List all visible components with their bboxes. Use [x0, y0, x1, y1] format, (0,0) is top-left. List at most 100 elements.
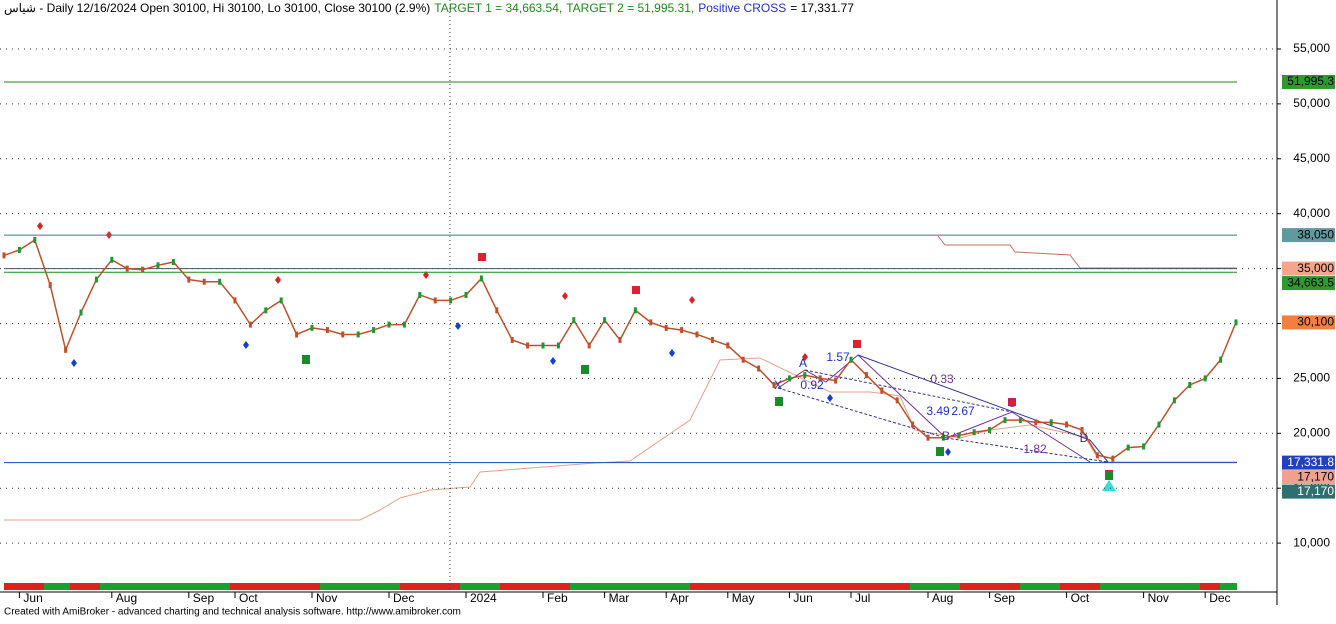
annotation: 3.49	[926, 404, 950, 418]
price-bar	[171, 259, 175, 266]
price-bar	[680, 327, 684, 334]
annotation: D	[1080, 431, 1089, 445]
price-bar	[1034, 419, 1038, 426]
price-bar	[603, 317, 607, 324]
price-bar	[757, 365, 761, 372]
price-bar	[649, 319, 653, 326]
price-bar	[48, 282, 52, 289]
price-bar	[787, 375, 791, 382]
price-bar	[633, 307, 637, 314]
price-bar	[803, 372, 807, 379]
price-bar	[79, 309, 83, 316]
level-box	[1282, 315, 1335, 330]
price-bar	[1065, 421, 1069, 428]
price-bar	[695, 331, 699, 338]
annotation: A	[799, 356, 807, 370]
price-bar	[1003, 417, 1007, 424]
price-bar	[433, 297, 437, 304]
y-tick-label: 55,000	[1293, 41, 1330, 55]
x-tick-label: Sep	[994, 591, 1016, 605]
price-bar	[248, 321, 252, 328]
price-bar	[818, 375, 822, 382]
price-bar	[141, 266, 145, 273]
price-bar	[772, 381, 776, 388]
annotation: 1.82	[1023, 442, 1047, 456]
level-label: 30,100	[1297, 315, 1334, 329]
x-tick-label: 2024	[470, 591, 497, 605]
price-bar	[17, 246, 21, 253]
x-tick-label: Oct	[1071, 591, 1090, 605]
price-bar	[387, 321, 391, 328]
price-bar	[1111, 455, 1115, 462]
price-bar	[541, 342, 545, 349]
header-part: شیاس - Daily 12/16/2024 Open 30100, Hi 3…	[4, 1, 430, 15]
pattern-line	[857, 354, 1109, 463]
chart-header: شیاس - Daily 12/16/2024 Open 30100, Hi 3…	[4, 1, 854, 15]
x-tick-label: Jun	[793, 591, 812, 605]
x-tick-label: Feb	[547, 591, 568, 605]
level-box	[1282, 276, 1335, 291]
level-label: 51,995.3	[1287, 74, 1334, 88]
price-bar	[880, 387, 884, 394]
ribbon	[4, 583, 1237, 590]
price-bar	[202, 278, 206, 285]
price-bar	[110, 256, 114, 263]
header-part: TARGET 1 = 34,663.54,	[434, 1, 562, 15]
indicator-line	[4, 357, 1237, 521]
annotation: 1.57	[826, 350, 850, 364]
price-bar	[510, 336, 514, 343]
x-tick-label: Oct	[239, 591, 258, 605]
price-bar	[264, 307, 268, 314]
x-tick-label: Aug	[932, 591, 953, 605]
header-part: TARGET 2 = 51,995.31,	[566, 1, 694, 15]
y-tick-label: 45,000	[1293, 151, 1330, 165]
price-bar	[295, 331, 299, 338]
level-label: 17,170	[1297, 469, 1334, 483]
annotation: 2.67	[951, 404, 975, 418]
level-label: 35,000	[1297, 261, 1334, 275]
price-bar	[957, 432, 961, 439]
annotation: X	[774, 378, 782, 392]
price-bar	[356, 331, 360, 338]
price-bar	[464, 291, 468, 298]
price-bar	[572, 317, 576, 324]
pattern-line	[804, 369, 1013, 413]
price-bar	[33, 237, 37, 244]
y-tick-label: 25,000	[1293, 371, 1330, 385]
price-bar	[187, 276, 191, 283]
price-bar	[325, 327, 329, 334]
price-bar	[972, 429, 976, 436]
level-box	[1282, 470, 1335, 485]
price-bar	[864, 372, 868, 379]
x-tick-label: May	[732, 591, 755, 605]
price-bar	[618, 336, 622, 343]
price-bar	[1157, 421, 1161, 428]
x-tick-label: Jun	[23, 591, 42, 605]
price-bar	[1234, 319, 1238, 326]
annotation: 0.33	[930, 372, 954, 386]
level-box	[1282, 74, 1335, 89]
x-tick-label: Apr	[670, 591, 689, 605]
header-part: Positive CROSS	[698, 1, 786, 15]
price-bar	[710, 336, 714, 343]
price-bar	[449, 297, 453, 304]
price-bar	[372, 327, 376, 334]
level-box	[1282, 455, 1335, 470]
annotation: C	[1008, 396, 1017, 410]
price-bar	[479, 275, 483, 282]
price-bar	[911, 421, 915, 428]
x-tick-label: Sep	[193, 591, 215, 605]
indicator-line	[937, 235, 1237, 269]
level-box	[1282, 228, 1335, 243]
price-bar	[341, 331, 345, 338]
price-bar	[1142, 443, 1146, 450]
price-bar	[941, 434, 945, 441]
price-bar	[233, 297, 237, 304]
x-tick-label: Nov	[1148, 591, 1169, 605]
price-bar	[895, 397, 899, 404]
price-bar	[988, 427, 992, 434]
price-bar	[2, 252, 6, 259]
x-tick-label: Dec	[1209, 591, 1230, 605]
